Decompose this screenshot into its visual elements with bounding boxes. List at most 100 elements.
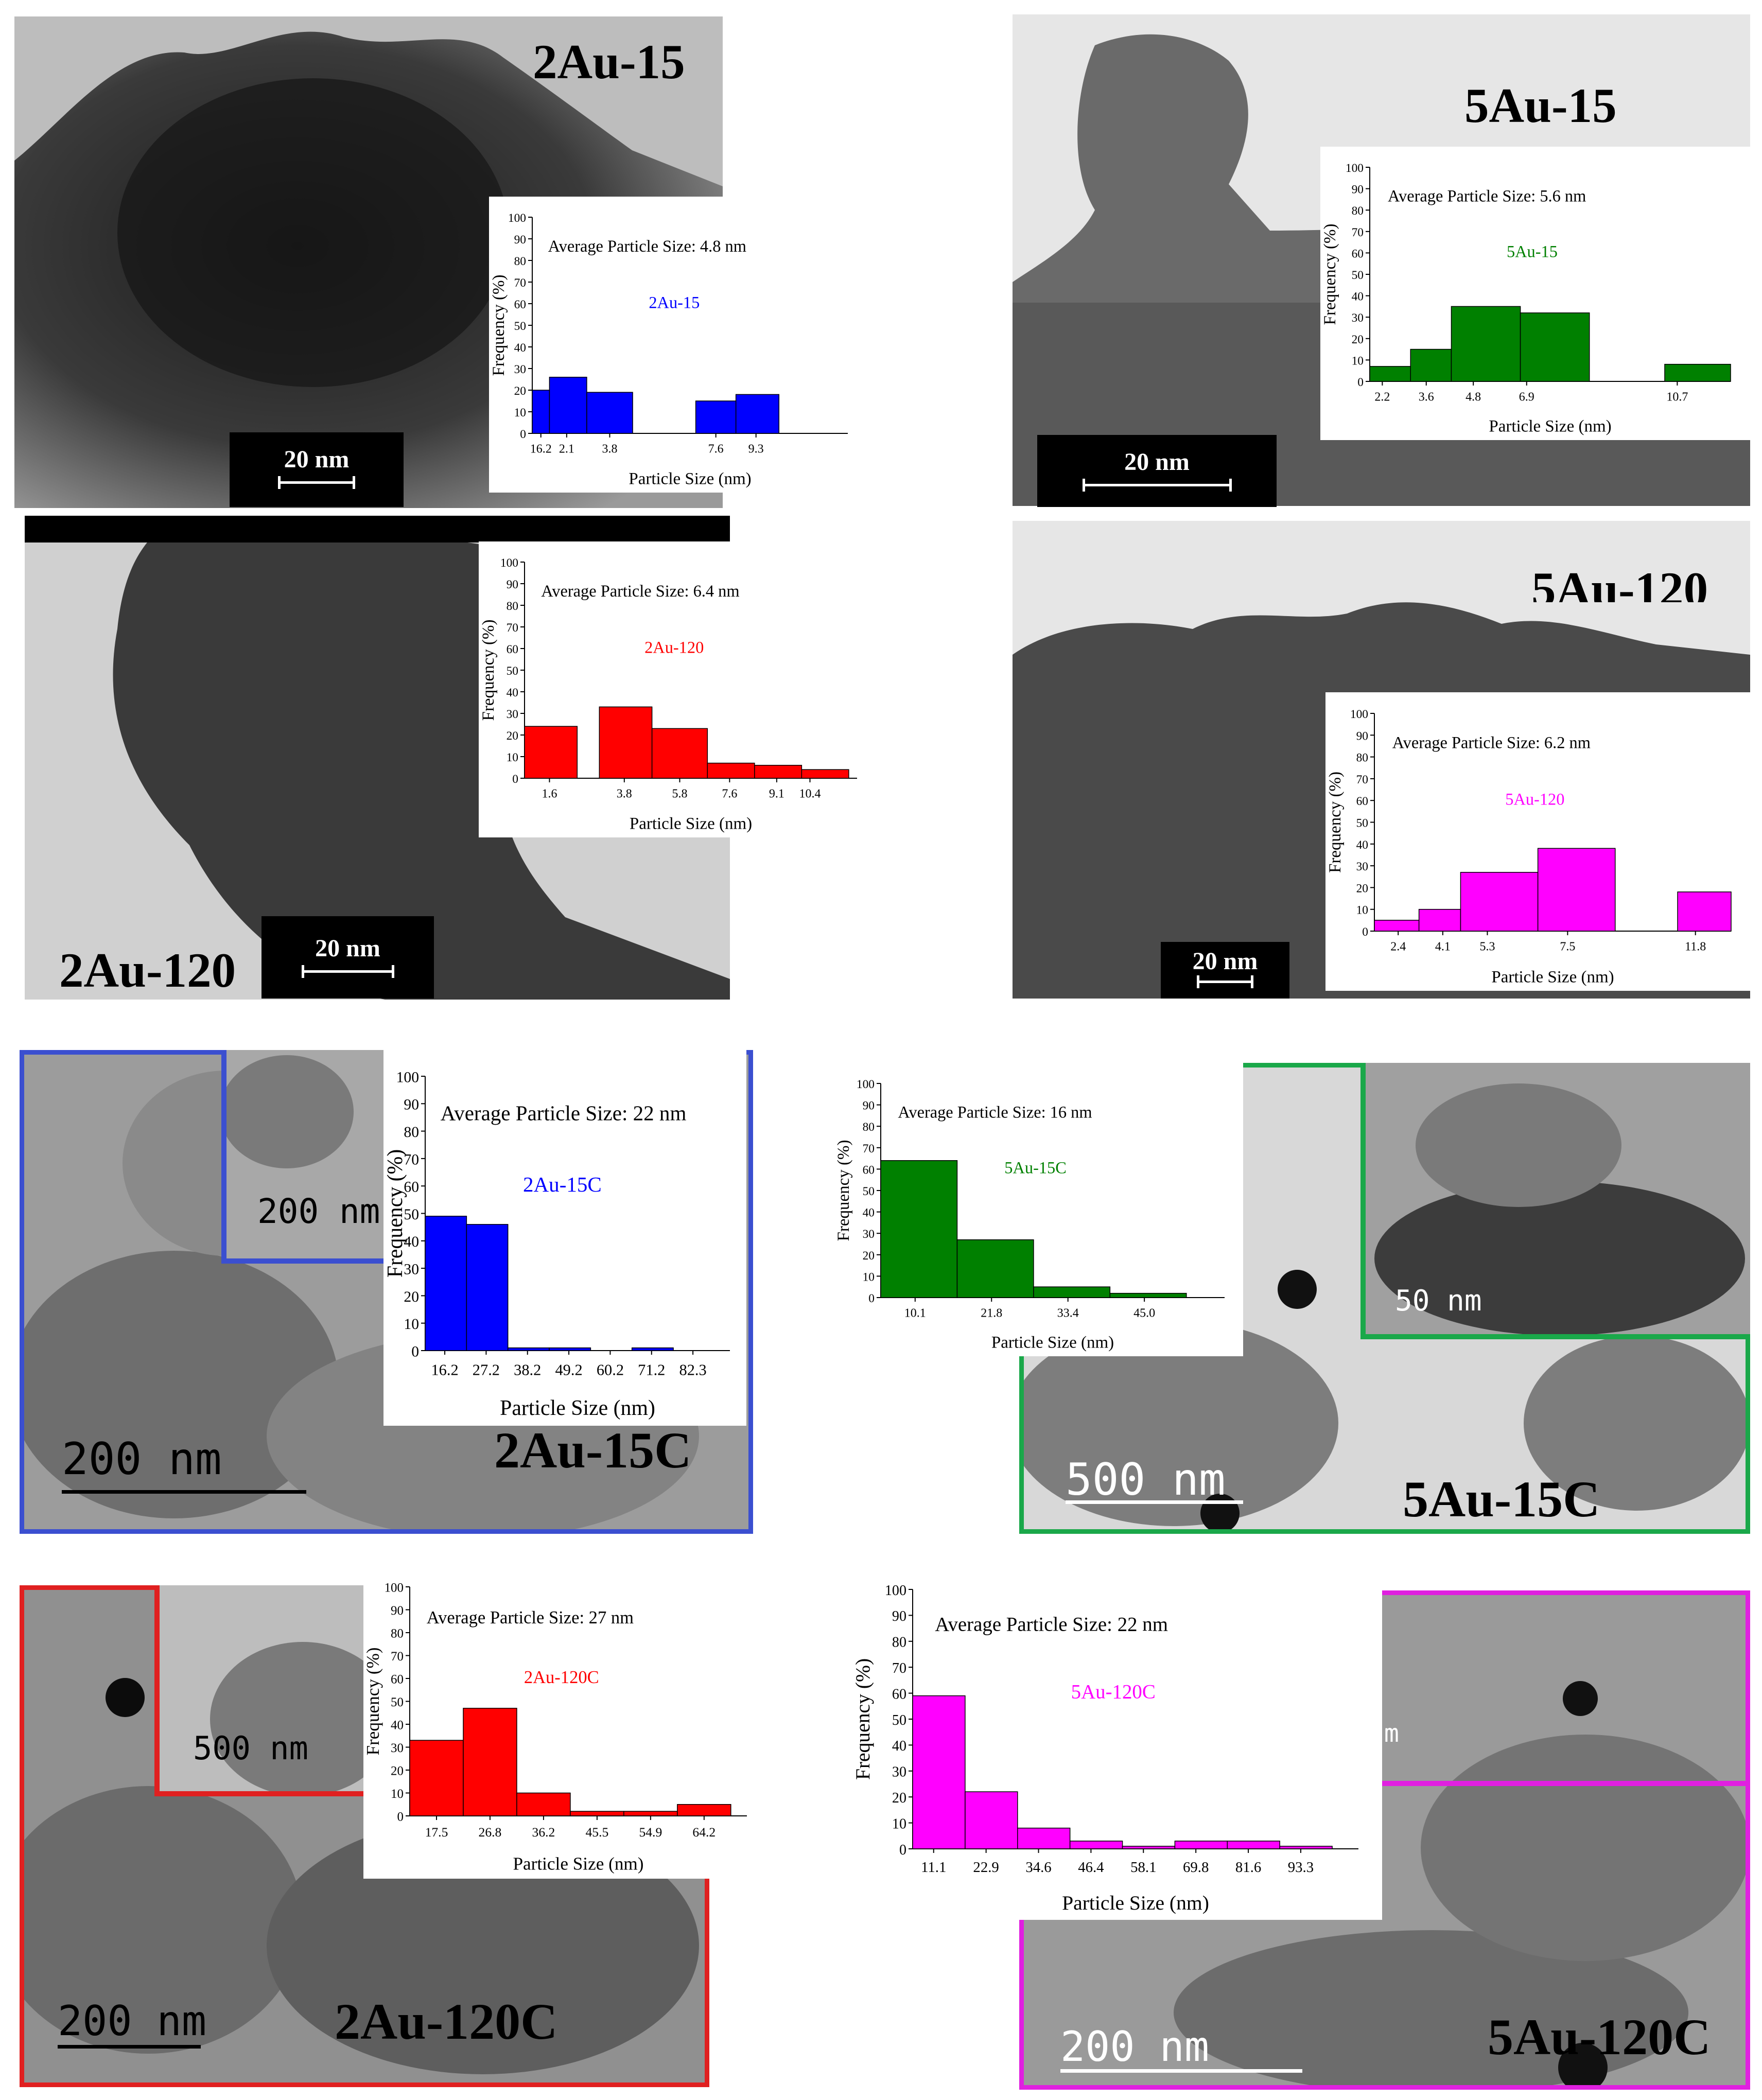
x-tick-label: 45.5 (585, 1825, 608, 1840)
y-tick-label: 100 (508, 212, 526, 225)
histogram-chart-5au-15: 0 10 20 30 40 50 60 70 80 90 100 2.2 3.6 4.8 6.9 10.7 Pa… (1320, 147, 1750, 440)
y-tick-label: 40 (1352, 290, 1364, 304)
y-tick-label: 100 (1346, 162, 1364, 175)
y-tick-label: 20 (1352, 333, 1364, 346)
x-tick-label: 2.4 (1390, 940, 1406, 954)
histogram-bar (532, 390, 550, 434)
x-tick-label: 10.7 (1666, 391, 1688, 404)
scale-bar-line (62, 1490, 306, 1494)
y-tick-label: 30 (507, 708, 518, 721)
x-tick-label: 64.2 (692, 1825, 716, 1840)
y-tick-label: 30 (404, 1262, 419, 1278)
x-tick-label: 9.3 (748, 443, 764, 456)
y-tick-label: 10 (892, 1816, 906, 1832)
histogram-bar (1369, 366, 1411, 382)
y-tick-label: 80 (892, 1635, 906, 1651)
x-tick-label: 81.6 (1235, 1859, 1261, 1876)
sample-label: 2Au-120C (335, 1993, 558, 2050)
y-tick-label: 50 (863, 1185, 875, 1198)
y-tick-label: 0 (868, 1292, 875, 1305)
histogram-bar (631, 1347, 674, 1351)
x-tick-label: 9.1 (769, 787, 784, 801)
x-axis-label: Particle Size (nm) (629, 470, 751, 488)
histogram-bar (507, 1347, 550, 1351)
x-tick-label: 3.8 (617, 787, 632, 801)
inset-scale-label: 50 nm (1395, 1284, 1482, 1318)
sample-label: 5Au-120C (1488, 2008, 1711, 2066)
y-tick-label: 90 (404, 1097, 419, 1113)
scale-bar-label: 200 nm (1060, 2023, 1209, 2071)
y-tick-label: 50 (391, 1695, 404, 1709)
x-tick-label: 45.0 (1133, 1307, 1155, 1320)
histogram-bar (549, 377, 587, 434)
y-axis-label: Frequency (%) (834, 1140, 853, 1241)
y-tick-label: 80 (404, 1124, 419, 1141)
x-tick-label: 46.4 (1078, 1859, 1104, 1876)
y-tick-label: 20 (507, 729, 518, 743)
scale-bar: 20 nm (261, 916, 434, 999)
histogram-chart-5au-120: 0 10 20 30 40 50 60 70 80 90 100 2.4 4.1 5.3 7.5 11.8 Pa… (1325, 692, 1750, 991)
y-tick-label: 60 (1352, 247, 1364, 260)
y-tick-label: 40 (892, 1738, 906, 1754)
x-tick-label: 3.6 (1419, 391, 1434, 404)
x-tick-label: 2.2 (1374, 391, 1390, 404)
x-tick-label: 38.2 (514, 1361, 541, 1379)
histogram-bar (549, 1347, 591, 1351)
sample-label: 5Au-15C (1403, 1471, 1600, 1528)
x-axis-label: Particle Size (nm) (991, 1334, 1114, 1352)
x-axis-label: Particle Size (nm) (500, 1396, 655, 1420)
histogram-bar (516, 1792, 571, 1816)
x-tick-label: 16.2 (431, 1361, 458, 1379)
histogram-svg: 0 10 20 30 40 50 60 70 80 90 100 10.1 21.8 33.4 45.0 Pa… (834, 1078, 1225, 1352)
x-tick-label: 7.6 (722, 787, 737, 801)
x-tick-label: 11.8 (1685, 940, 1706, 954)
histogram-bar (570, 1811, 624, 1816)
y-tick-label: 70 (404, 1151, 419, 1168)
y-tick-label: 70 (391, 1650, 404, 1664)
y-tick-label: 60 (863, 1163, 875, 1177)
y-tick-label: 60 (1356, 795, 1368, 808)
histogram-bar (1374, 920, 1420, 932)
histogram-bar (1069, 1841, 1123, 1849)
series-label: 5Au-15 (1507, 243, 1558, 261)
y-tick-label: 10 (1356, 904, 1368, 917)
y-axis-label: Frequency (%) (490, 274, 508, 376)
y-tick-label: 30 (863, 1228, 875, 1241)
x-tick-label: 10.1 (904, 1307, 926, 1320)
x-tick-label: 27.2 (473, 1361, 500, 1379)
y-tick-label: 90 (507, 578, 518, 591)
y-tick-label: 80 (391, 1627, 404, 1641)
y-axis-label: Frequency (%) (363, 1647, 383, 1755)
y-tick-label: 100 (857, 1078, 875, 1091)
histogram-bar (1520, 312, 1590, 382)
y-tick-label: 50 (892, 1712, 906, 1728)
histogram-bar (1677, 891, 1732, 932)
histogram-bar (651, 728, 708, 779)
scale-bar-label: 500 nm (1066, 1454, 1226, 1506)
x-tick-label: 16.2 (530, 443, 552, 456)
histogram-bar (1033, 1286, 1111, 1298)
y-tick-label: 60 (892, 1686, 906, 1702)
scale-bar-line (301, 965, 394, 978)
y-tick-label: 20 (1356, 882, 1368, 895)
histogram-bar (1537, 848, 1616, 932)
average-particle-size-label: Average Particle Size: 22 nm (935, 1614, 1168, 1636)
x-tick-label: 26.8 (479, 1825, 502, 1840)
scale-bar-line (1060, 2069, 1302, 2073)
y-tick-label: 80 (514, 255, 526, 268)
sample-label: 2Au-15C (494, 1422, 692, 1479)
y-tick-label: 40 (514, 341, 526, 355)
y-tick-label: 20 (404, 1289, 419, 1305)
x-axis-label: Particle Size (nm) (1062, 1892, 1209, 1914)
y-tick-label: 10 (391, 1787, 404, 1801)
average-particle-size-label: Average Particle Size: 22 nm (441, 1101, 687, 1125)
y-tick-label: 0 (1357, 376, 1364, 389)
x-tick-label: 22.9 (973, 1859, 999, 1876)
inset-texture (225, 1050, 395, 1264)
y-axis-label: Frequency (%) (852, 1658, 874, 1780)
y-tick-label: 40 (863, 1206, 875, 1220)
x-tick-label: 10.4 (799, 787, 821, 801)
histogram-chart-5au-120c: 0 10 20 30 40 50 60 70 80 90 100 11.1 22.9 34.6 46.4 58… (852, 1565, 1382, 1920)
histogram-bar (1460, 872, 1539, 932)
scale-bar-line (278, 476, 355, 489)
